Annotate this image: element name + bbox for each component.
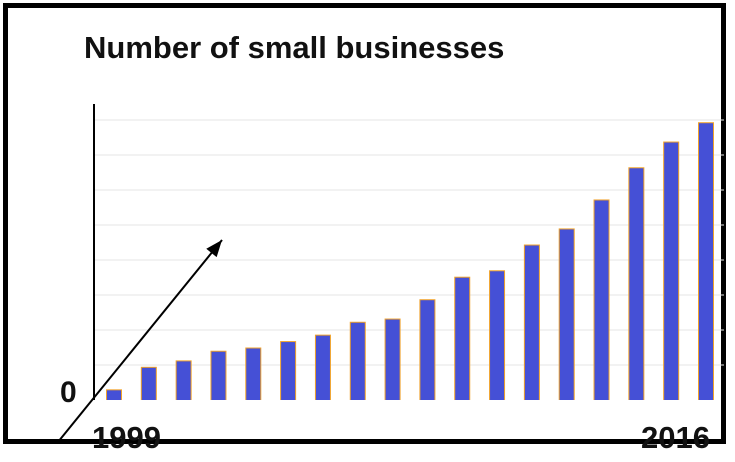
grid-lines [94,119,724,366]
bar-2011 [524,245,539,400]
bar-1999 [107,390,121,400]
bar-2009 [455,277,470,400]
x-tick-label-start: 1999 [92,420,161,455]
bar-2006 [350,322,365,400]
bar-2012 [559,229,574,400]
arrow-head [206,240,222,258]
bar-2000 [141,367,156,400]
y-tick-label-0: 0 [60,376,77,409]
bars [106,122,714,401]
bar-2010 [490,271,505,400]
bar-2015 [664,142,679,400]
bar-2014 [629,168,644,400]
bar-2008 [420,300,435,400]
chart-frame [3,3,726,444]
bar-2003 [246,348,261,400]
bar-2013 [594,200,609,400]
x-tick-label-end: 2016 [641,420,710,455]
chart-title: Number of small businesses [84,30,505,65]
arrow-shaft [57,239,223,443]
bar-2001 [176,361,191,400]
bar-2005 [315,335,330,400]
bar-2004 [281,342,296,400]
annotation-arrow [57,239,223,443]
bar-2002 [211,351,226,400]
bar-2007 [385,319,400,400]
bar-2016 [699,123,713,401]
